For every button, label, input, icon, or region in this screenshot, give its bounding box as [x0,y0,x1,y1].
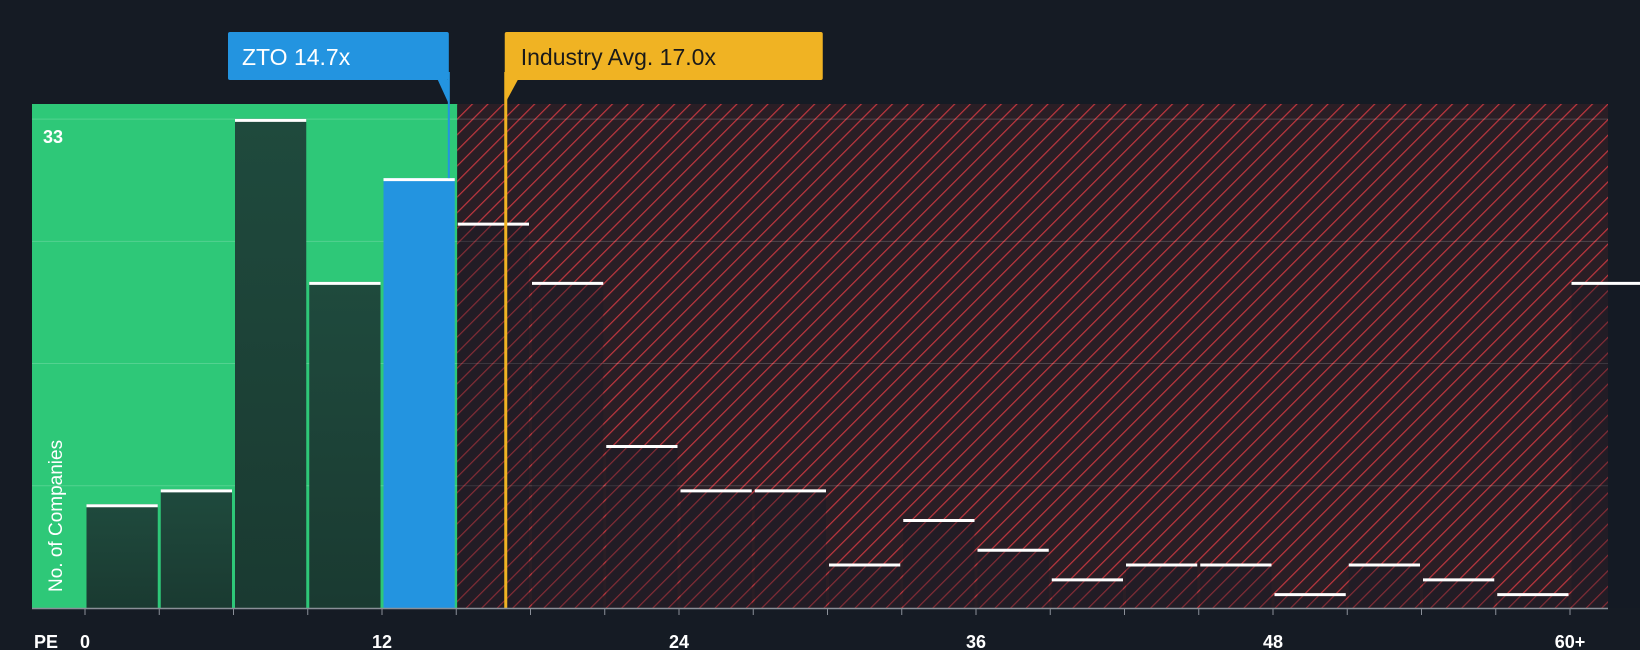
x-tick-label-0: 0 [80,632,90,650]
x-tick-label-1: 12 [372,632,392,650]
overvalued-zone [457,104,1608,608]
bar-13 [1051,578,1123,608]
bar-1 [160,489,232,608]
bar-20 [1571,281,1640,608]
company-callout [228,32,449,80]
bar-9 [754,489,826,608]
y-max-label: 33 [43,127,63,147]
bar-11 [903,519,975,608]
bar-18 [1423,578,1495,608]
bar-17 [1348,563,1420,608]
bar-3 [309,281,381,608]
bar-10 [829,563,901,608]
bar-12 [977,548,1049,608]
x-tick-label-4: 48 [1263,632,1283,650]
x-tick-label-2: 24 [669,632,689,650]
bar-6 [532,281,604,608]
bar-14 [1126,563,1198,608]
company-callout-label: ZTO 14.7x [242,44,351,70]
industry-callout [504,32,823,80]
x-axis-label: PE [34,632,58,650]
bar-19 [1497,593,1569,608]
bar-2 [235,118,307,608]
bar-8 [680,489,752,608]
industry-callout-pointer [504,80,518,104]
bar-0 [86,504,158,608]
bar-7 [606,444,678,608]
x-tick-label-5: 60+ [1555,632,1586,650]
bar-15 [1200,563,1272,608]
bar-16 [1274,593,1346,608]
bar-5 [457,222,529,608]
bar-4 [383,178,455,608]
y-axis-label: No. of Companies [46,440,67,592]
x-tick-label-3: 36 [966,632,986,650]
industry-callout-label: Industry Avg. 17.0x [521,44,717,70]
company-callout-pointer [437,80,449,104]
